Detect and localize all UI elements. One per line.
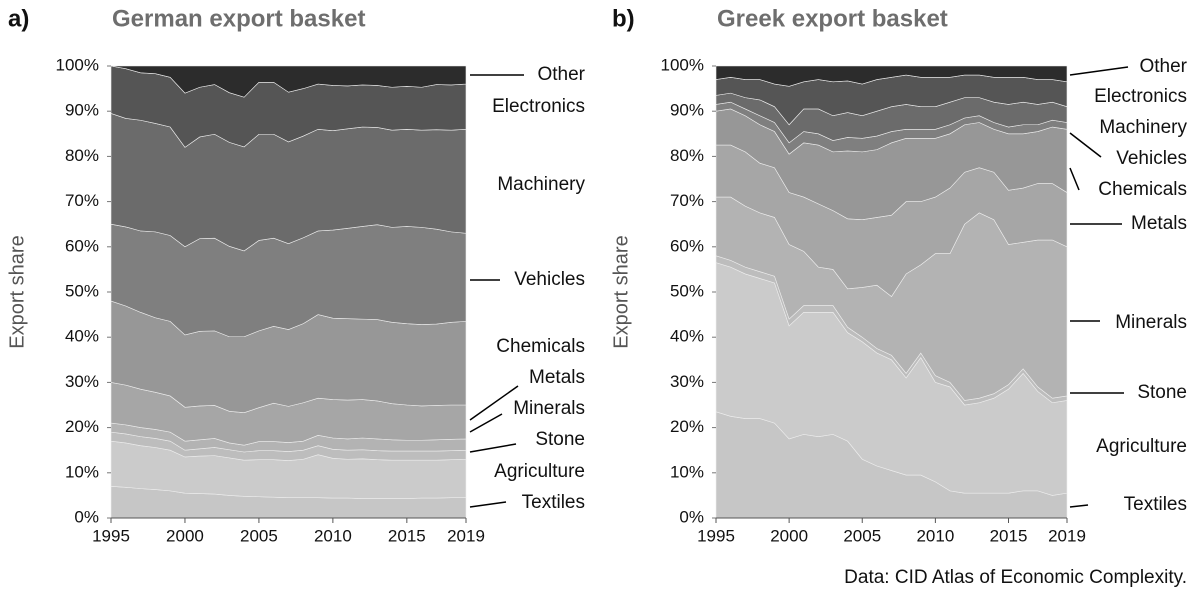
- series-label: Chemicals: [496, 336, 585, 357]
- x-tick-label: 2010: [314, 526, 352, 545]
- y-tick-label: 100%: [661, 55, 704, 74]
- series-label: Other: [537, 64, 585, 85]
- y-tick-label: 10%: [670, 462, 704, 481]
- series-label: Minerals: [513, 398, 585, 419]
- panel-label: b): [612, 5, 635, 32]
- y-tick-label: 80%: [65, 146, 99, 165]
- y-tick-label: 50%: [65, 281, 99, 300]
- y-tick-label: 40%: [65, 327, 99, 346]
- leader-line: [1069, 167, 1080, 191]
- series-label: Chemicals: [1098, 179, 1187, 200]
- area: [110, 65, 467, 98]
- x-tick-label: 2015: [990, 526, 1028, 545]
- y-tick-label: 90%: [65, 101, 99, 120]
- x-tick-label: 2000: [166, 526, 204, 545]
- y-tick-label: 30%: [670, 372, 704, 391]
- leader-line: [1069, 132, 1102, 158]
- x-tick-label: 1995: [697, 526, 735, 545]
- y-axis-label: Export share: [610, 235, 632, 348]
- series-label: Stone: [1137, 382, 1187, 403]
- series-label: Electronics: [492, 96, 585, 117]
- y-axis-label: Export share: [6, 235, 28, 348]
- leader-line: [469, 413, 503, 433]
- area: [715, 65, 1068, 87]
- panel-label: a): [8, 5, 29, 32]
- leader-line: [1069, 504, 1089, 508]
- leader-line: [469, 443, 517, 453]
- x-tick-label: 2015: [388, 526, 426, 545]
- y-tick-label: 40%: [670, 327, 704, 346]
- y-tick-label: 70%: [670, 191, 704, 210]
- x-tick-label: 2019: [1048, 526, 1086, 545]
- y-tick-label: 60%: [670, 236, 704, 255]
- x-tick-label: 1995: [92, 526, 130, 545]
- source-note: Data: CID Atlas of Economic Complexity.: [844, 567, 1187, 588]
- series-label: Stone: [535, 429, 585, 450]
- y-tick-label: 30%: [65, 372, 99, 391]
- y-tick-label: 0%: [679, 507, 704, 526]
- x-tick-label: 2010: [916, 526, 954, 545]
- series-label: Other: [1139, 56, 1187, 77]
- series-label: Machinery: [1099, 117, 1187, 138]
- series-label: Vehicles: [1116, 148, 1187, 169]
- series-label: Textiles: [522, 492, 585, 513]
- y-tick-label: 90%: [670, 101, 704, 120]
- x-tick-label: 2005: [240, 526, 278, 545]
- series-label: Metals: [529, 367, 585, 388]
- x-tick-label: 2005: [843, 526, 881, 545]
- series-label: Agriculture: [494, 461, 585, 482]
- series-label: Agriculture: [1096, 436, 1187, 457]
- y-tick-label: 70%: [65, 191, 99, 210]
- chart-title: Greek export basket: [717, 5, 948, 32]
- x-tick-label: 2000: [770, 526, 808, 545]
- series-label: Machinery: [497, 174, 585, 195]
- series-label: Minerals: [1115, 312, 1187, 333]
- y-tick-label: 10%: [65, 462, 99, 481]
- y-tick-label: 100%: [56, 55, 99, 74]
- leader-line: [469, 501, 507, 508]
- x-tick-label: 2019: [447, 526, 485, 545]
- y-tick-label: 20%: [65, 417, 99, 436]
- series-label: Metals: [1131, 213, 1187, 234]
- y-tick-label: 80%: [670, 146, 704, 165]
- leader-line: [1069, 66, 1129, 76]
- series-label: Electronics: [1094, 86, 1187, 107]
- chart-title: German export basket: [112, 5, 365, 32]
- y-tick-label: 0%: [74, 507, 99, 526]
- series-label: Textiles: [1124, 494, 1187, 515]
- y-tick-label: 50%: [670, 281, 704, 300]
- y-tick-label: 20%: [670, 417, 704, 436]
- y-tick-label: 60%: [65, 236, 99, 255]
- leader-line: [469, 385, 519, 421]
- series-label: Vehicles: [514, 269, 585, 290]
